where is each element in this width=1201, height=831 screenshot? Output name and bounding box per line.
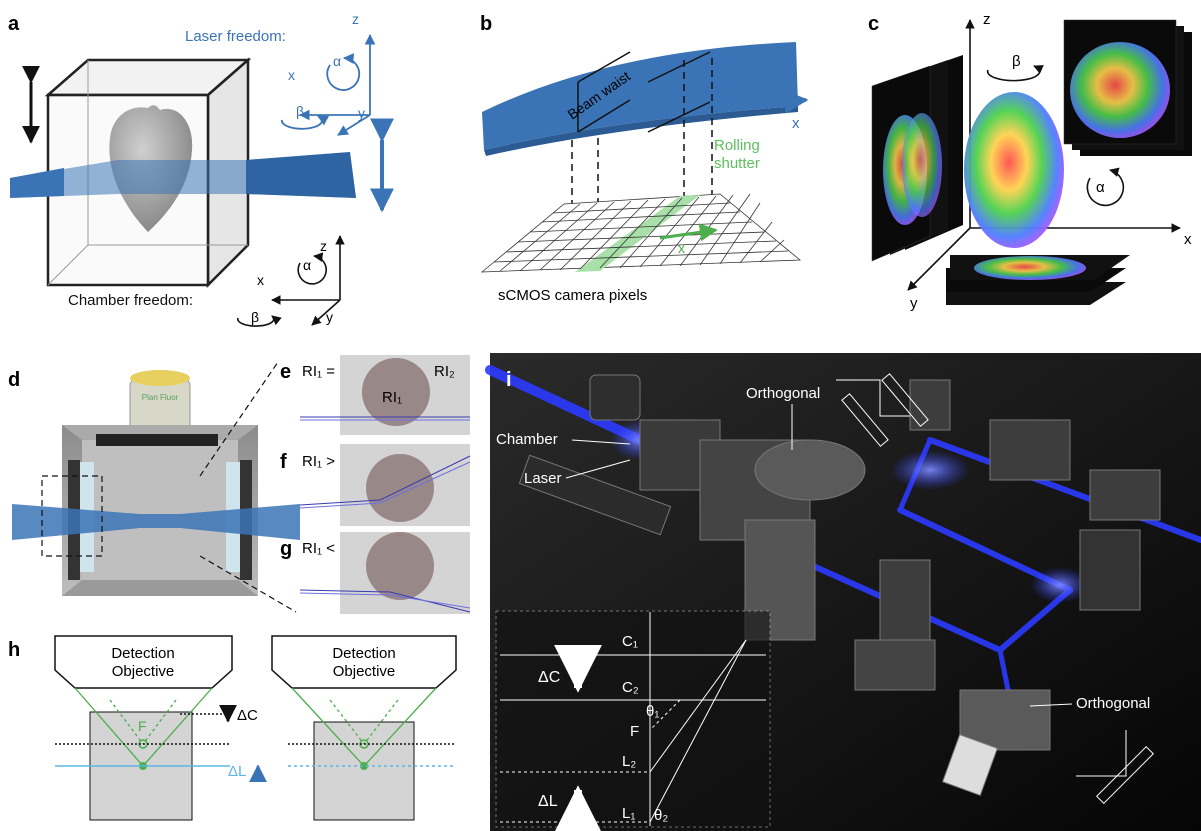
panel-f-letter: f [280,451,287,473]
left-detection-label: Detection [111,645,174,662]
panel-d-letter: d [8,369,20,391]
objective-engraving: Plan Fluor [142,393,179,402]
laser-beta: β [296,103,304,119]
label-c1: C₁ [622,633,638,650]
panel-c: c z x y β α [868,11,1192,312]
c-axis-y: y [910,295,918,312]
laser-label: Laser [524,470,562,487]
inset-delta-c: ΔC [538,669,560,686]
rolling-label: Rolling [714,137,760,154]
panel-d: d Plan Fluor [8,361,300,613]
detection-objective-right [271,635,457,689]
label-f: F [630,723,639,740]
right-detection-label: Detection [332,645,395,662]
laser-axes [281,33,376,136]
detection-objective-left [54,635,233,689]
inset-geometry: C₁ C₂ θ₁ F L₂ L₁ θ₂ ΔC ΔL [495,610,771,831]
panel-e-ri2: RI₂ [434,363,455,380]
c-alpha: α [1096,179,1105,196]
left-objective-label: Objective [112,663,175,680]
camera-pixels-label: sCMOS camera pixels [498,287,647,304]
orthogonal-top-label: Orthogonal [746,385,820,402]
rendered-heart [964,92,1064,248]
delta-c-label: ΔC [237,707,258,724]
xy-image-stack [946,255,1130,305]
label-l2: L₂ [622,753,636,770]
shutter-label: shutter [714,155,760,172]
label-theta2: θ₂ [654,807,668,824]
beam-axis-x: x [792,115,800,132]
panel-i-letter: i [506,369,512,391]
pixel-grid [480,193,802,273]
mirror-schematic-bottom [1076,730,1154,804]
panel-g-letter: g [280,538,292,560]
yz-image-stack [871,55,963,262]
panel-f: f RI₁ > RI₂ [280,444,471,526]
panel-c-letter: c [868,13,879,35]
panel-i: i Orthogonal Orthogonal Chamber Laser [485,353,1201,831]
panel-g: g RI₁ < RI₂ [280,532,471,614]
panel-e: e RI₁ = RI₂ RI₂ RI₁ [280,355,470,435]
panel-b-letter: b [480,13,492,35]
right-objective-label: Objective [333,663,396,680]
panel-e-letter: e [280,361,291,383]
panel-b: b Beam waist [480,13,809,304]
chamber-axes [237,235,345,327]
optical-hardware [518,374,1161,796]
panel-a-letter: a [8,13,20,35]
inset-delta-l: ΔL [538,793,558,810]
chamber-beta: β [251,309,259,325]
shutter-axis-x: x [678,240,685,256]
chamber-label: Chamber [496,431,558,448]
c-axis-x: x [1184,231,1192,248]
chamber-axis-y: y [326,309,333,325]
label-c2: C₂ [622,679,639,696]
xz-image-stack [1063,19,1192,156]
orthogonal-bottom-label: Orthogonal [1076,695,1150,712]
panel-a: a Laser freedom: z x y [8,11,394,327]
delta-l-label: ΔL [228,763,246,780]
chamber-alpha: α [303,257,311,273]
panel-h-letter: h [8,639,20,661]
chamber-axis-x: x [257,272,264,288]
panel-h: h Detection Objective F ΔC ΔL Detection … [8,635,457,821]
panel-e-ri1: RI₁ [382,389,402,406]
label-theta1: θ₁ [646,703,659,720]
laser-alpha: α [333,53,341,69]
chamber-freedom-label: Chamber freedom: [68,292,193,309]
laser-axis-x: x [288,67,295,83]
light-sheet-beam [482,42,798,150]
beam-direction-arrow [754,89,809,114]
inset-box [41,475,103,557]
d-laser-beam [12,504,300,540]
left-focus-label: F [138,718,147,734]
laser-freedom-label: Laser freedom: [185,28,286,45]
c-axis-z: z [983,11,991,28]
laser-axis-z: z [352,11,359,27]
mirror-schematic-top [836,373,929,447]
c-beta: β [1012,53,1021,70]
label-l1: L₁ [622,805,635,822]
shutter-arrow [659,223,718,242]
chamber-axis-z: z [320,238,327,254]
laser-axis-y: y [358,105,365,121]
